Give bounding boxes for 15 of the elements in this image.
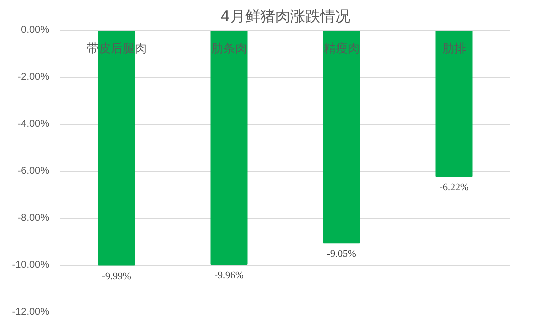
y-tick-label: -12.00% bbox=[12, 307, 50, 318]
data-label: -9.05% bbox=[327, 249, 356, 260]
x-tick-label: 肋条肉 bbox=[211, 42, 248, 56]
data-label: -9.99% bbox=[102, 271, 132, 282]
y-tick-label: -10.00% bbox=[12, 260, 50, 271]
data-label: -6.22% bbox=[440, 182, 469, 194]
y-tick-label: 0.00% bbox=[21, 25, 50, 36]
y-tick-label: -6.00% bbox=[18, 166, 50, 177]
y-tick-label: -8.00% bbox=[18, 213, 50, 224]
x-tick-label: 精瘦肉 bbox=[324, 42, 360, 56]
y-tick-label: -4.00% bbox=[18, 119, 50, 130]
y-tick-label: -2.00% bbox=[18, 72, 50, 83]
x-tick-label: 肋排 bbox=[442, 42, 466, 56]
chart-title: 4月鲜猪肉涨跌情况 bbox=[220, 8, 350, 26]
data-label: -9.96% bbox=[214, 270, 244, 282]
